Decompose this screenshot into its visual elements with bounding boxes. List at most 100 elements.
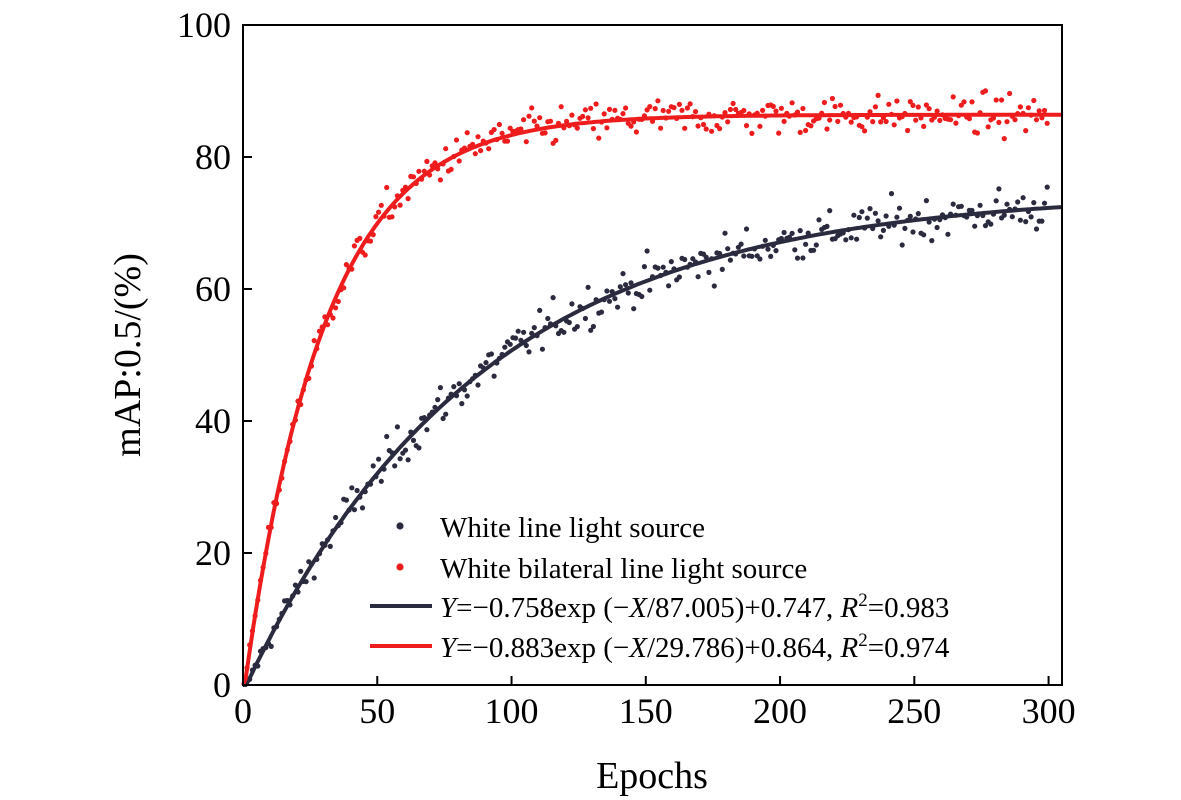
data-point <box>1023 219 1029 225</box>
data-point <box>574 324 580 330</box>
data-point <box>856 214 862 221</box>
data-point <box>1017 217 1024 223</box>
data-point <box>513 335 519 341</box>
data-point <box>464 393 470 399</box>
data-point <box>585 115 591 121</box>
data-point <box>515 328 521 334</box>
eq1-y-symbol: Y <box>440 592 459 624</box>
data-point <box>953 120 959 126</box>
data-point <box>695 123 701 129</box>
data-point <box>604 125 610 131</box>
data-point <box>593 101 599 107</box>
data-point <box>1044 120 1050 126</box>
legend: White line light source White bilateral … <box>370 512 950 664</box>
data-point <box>373 214 379 220</box>
data-point <box>378 202 384 208</box>
data-point <box>725 119 731 125</box>
data-point <box>711 283 717 289</box>
data-point <box>872 104 879 110</box>
x-tick-label: 100 <box>485 691 539 731</box>
data-point <box>545 315 551 322</box>
data-point <box>564 118 570 124</box>
data-point <box>435 397 441 403</box>
data-point <box>432 160 438 166</box>
data-point <box>437 385 443 391</box>
data-point <box>606 106 613 112</box>
data-point <box>628 280 634 286</box>
data-point <box>617 284 623 290</box>
data-point <box>660 107 666 114</box>
data-point <box>1001 212 1007 218</box>
data-point <box>896 205 903 211</box>
data-point <box>773 248 779 254</box>
data-point <box>915 104 921 110</box>
data-point <box>582 107 589 113</box>
data-point <box>598 309 605 315</box>
data-point <box>1031 97 1037 104</box>
data-point <box>456 381 462 387</box>
data-point <box>706 269 712 275</box>
x-tick-label: 250 <box>887 691 941 731</box>
eq1-r-symbol: R <box>840 592 859 624</box>
data-point <box>974 130 981 136</box>
data-point <box>531 325 537 331</box>
data-point <box>867 206 873 212</box>
data-point <box>1041 200 1048 206</box>
data-point <box>679 107 685 113</box>
data-point <box>590 126 597 132</box>
data-point <box>397 456 403 462</box>
data-point <box>521 117 527 123</box>
data-point <box>878 119 884 125</box>
data-point <box>789 100 795 106</box>
data-point <box>378 478 384 484</box>
data-point <box>558 104 564 110</box>
data-point <box>937 117 943 123</box>
data-point <box>722 110 728 116</box>
data-point <box>370 463 376 469</box>
data-point <box>330 315 336 321</box>
data-point <box>910 102 916 108</box>
data-point <box>596 135 602 141</box>
data-point <box>367 238 374 244</box>
data-point <box>1025 105 1031 111</box>
data-point <box>821 99 828 106</box>
data-point <box>604 288 610 294</box>
data-point <box>1004 201 1010 207</box>
data-point <box>792 247 798 253</box>
data-point <box>765 246 771 252</box>
data-point <box>816 217 822 223</box>
data-point <box>872 210 879 216</box>
data-point <box>923 102 930 108</box>
data-point <box>405 196 411 202</box>
data-point <box>327 543 333 550</box>
data-point <box>553 137 559 143</box>
data-point <box>789 230 795 236</box>
data-point <box>929 238 935 244</box>
data-point <box>620 111 626 117</box>
data-point <box>588 105 594 111</box>
data-point <box>883 213 889 219</box>
data-point <box>1015 199 1021 205</box>
data-point <box>719 266 725 272</box>
data-point <box>926 106 932 112</box>
data-point <box>880 227 887 233</box>
data-point <box>800 105 806 112</box>
data-point <box>827 208 833 214</box>
data-point <box>966 116 973 122</box>
data-point <box>854 236 860 242</box>
data-point <box>996 119 1002 125</box>
data-point <box>437 177 443 183</box>
data-point <box>837 102 844 108</box>
data-point <box>843 237 849 243</box>
y-tick-label: 40 <box>195 401 231 441</box>
data-point <box>682 125 688 131</box>
data-point <box>631 306 637 312</box>
data-point <box>561 329 567 335</box>
data-point <box>652 106 658 112</box>
data-point <box>1031 200 1037 206</box>
x-tick-label: 300 <box>1022 691 1076 731</box>
axis-ticks: 0 50 100 150 200 250 300 0 20 40 60 80 100 <box>177 5 1076 731</box>
data-point <box>392 463 398 469</box>
data-point <box>985 124 991 130</box>
data-point <box>923 198 930 204</box>
